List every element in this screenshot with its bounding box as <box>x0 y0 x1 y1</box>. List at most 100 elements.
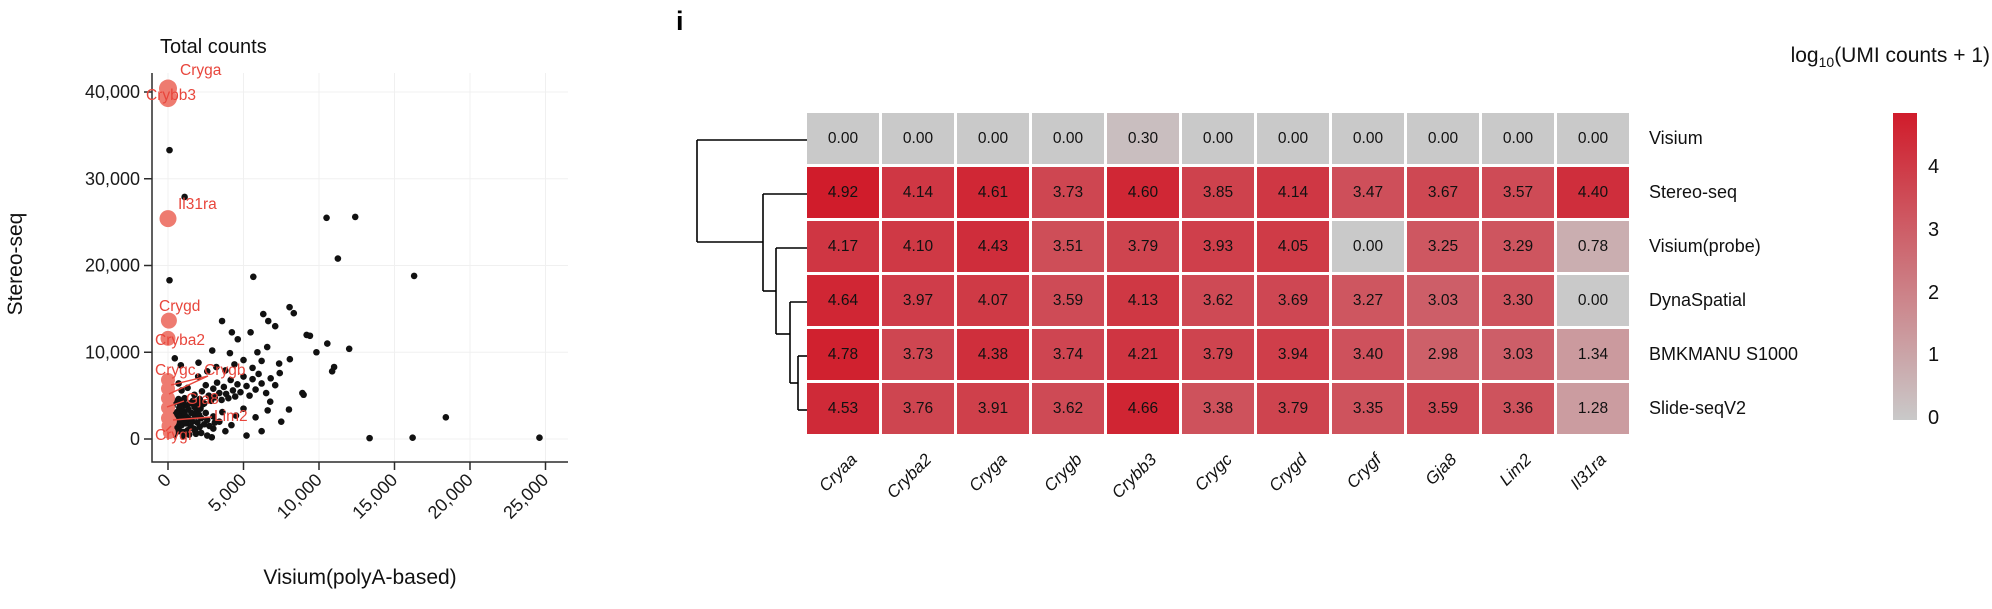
scatter-point <box>240 405 247 412</box>
scatter-point <box>213 379 221 386</box>
scatter-point <box>191 403 198 411</box>
heatmap-cell: 3.57 <box>1482 167 1554 218</box>
scatter-point <box>258 357 265 365</box>
scatter-point <box>182 420 190 427</box>
colorbar-tick-label: 1 <box>1928 344 1940 367</box>
scatter-point <box>166 276 173 284</box>
heatmap-cell: 3.25 <box>1407 221 1479 272</box>
highlighted-gene-point <box>160 312 177 329</box>
heatmap-cell: 3.03 <box>1407 275 1479 326</box>
heatmap-cell: 3.62 <box>1182 275 1254 326</box>
heatmap-column-label: Crygc <box>1190 450 1236 495</box>
scatter-point <box>197 405 204 412</box>
scatter-point <box>222 390 230 398</box>
heatmap-cell: 4.53 <box>807 383 879 434</box>
scatter-point <box>330 363 338 371</box>
scatter-point <box>205 392 213 399</box>
heatmap-cell: 3.62 <box>1032 383 1104 434</box>
scatter-point <box>171 355 179 362</box>
scatter-point <box>249 364 256 372</box>
highlighted-gene-point <box>161 411 175 426</box>
scatter-point <box>267 374 274 382</box>
scatter-point <box>167 422 175 430</box>
heatmap-row-label: BMKMANU S1000 <box>1649 344 1799 364</box>
scatter-point <box>263 343 271 351</box>
dendrogram <box>696 139 807 411</box>
heatmap-cell: 3.76 <box>882 383 954 434</box>
scatter-point <box>264 407 271 414</box>
heatmap-cell: 0.78 <box>1557 221 1629 272</box>
scatter-point <box>191 391 198 399</box>
scatter-point <box>195 411 203 419</box>
scatter-point <box>299 389 306 397</box>
scatter-point <box>306 332 314 340</box>
heatmap-cell: 0.30 <box>1107 113 1179 164</box>
scatter-point <box>190 425 197 432</box>
highlighted-gene-point <box>163 414 177 428</box>
scatter-point <box>277 418 285 425</box>
scatter-title: Total counts <box>160 36 267 58</box>
heatmap-cell: 4.05 <box>1257 221 1329 272</box>
heatmap-cell: 3.40 <box>1332 329 1404 380</box>
highlighted-gene-point <box>159 79 177 98</box>
scatter-point <box>252 414 259 421</box>
scatter-point <box>252 386 259 393</box>
scatter-point <box>203 432 211 439</box>
x-tick-label: 20,000 <box>424 470 477 523</box>
scatter-point <box>210 385 217 392</box>
scatter-point <box>168 430 176 438</box>
heatmap-cell: 3.59 <box>1407 383 1479 434</box>
scatter-point <box>410 272 418 280</box>
colorbar-tick-label: 3 <box>1928 218 1940 241</box>
highlighted-gene-point <box>161 419 175 433</box>
heatmap-cell: 4.92 <box>807 167 879 218</box>
scatter-point <box>203 416 211 424</box>
heatmap-cell: 4.64 <box>807 275 879 326</box>
scatter-point <box>290 309 298 317</box>
heatmap-cell: 3.29 <box>1482 221 1554 272</box>
scatter-point <box>175 380 182 387</box>
scatter-point <box>184 384 191 392</box>
scatter-point <box>178 401 185 408</box>
scatter-point <box>216 389 223 397</box>
scatter-point <box>188 418 196 425</box>
heatmap-cell: 3.69 <box>1257 275 1329 326</box>
heatmap-cell: 4.13 <box>1107 275 1179 326</box>
scatter-point <box>222 427 229 435</box>
scatter-point <box>218 317 226 325</box>
scatter-point <box>536 434 543 441</box>
scatter-point <box>226 349 234 357</box>
heatmap-cell: 3.67 <box>1407 167 1479 218</box>
scatter-point <box>181 394 188 402</box>
scatter-point <box>200 400 208 407</box>
colorbar-gradient <box>1893 113 1917 420</box>
heatmap-cell: 0.00 <box>1407 113 1479 164</box>
x-tick-label: 15,000 <box>348 470 401 523</box>
scatter-point <box>351 213 359 221</box>
heatmap-cell: 4.40 <box>1557 167 1629 218</box>
gene-annotation-label: Cryba2 <box>155 332 205 349</box>
heatmap-cell: 4.10 <box>882 221 954 272</box>
scatter-point <box>203 368 211 375</box>
x-tick-label: 10,000 <box>273 470 326 523</box>
scatter-point <box>179 407 186 414</box>
scatter-point <box>286 355 294 363</box>
scatter-point <box>179 433 187 440</box>
scatter-point <box>442 414 450 421</box>
heatmap-cell: 0.00 <box>1032 113 1104 164</box>
scatter-point <box>240 373 247 380</box>
scatter-point <box>166 432 173 439</box>
x-tick-label: 25,000 <box>499 470 552 523</box>
scatter-point <box>211 394 219 401</box>
heatmap-cell: 3.79 <box>1257 383 1329 434</box>
scatter-point <box>228 421 235 429</box>
colorbar-tick-label: 4 <box>1928 156 1940 178</box>
heatmap-cell: 3.85 <box>1182 167 1254 218</box>
scatter-point <box>193 402 200 410</box>
scatter-point <box>259 310 267 318</box>
gene-annotation-label: Il31ra <box>178 196 217 213</box>
scatter-point <box>192 430 200 438</box>
heatmap-row-label: Slide-seqV2 <box>1649 398 1747 418</box>
highlighted-gene-point <box>159 89 177 108</box>
heatmap-cell: 4.38 <box>957 329 1029 380</box>
